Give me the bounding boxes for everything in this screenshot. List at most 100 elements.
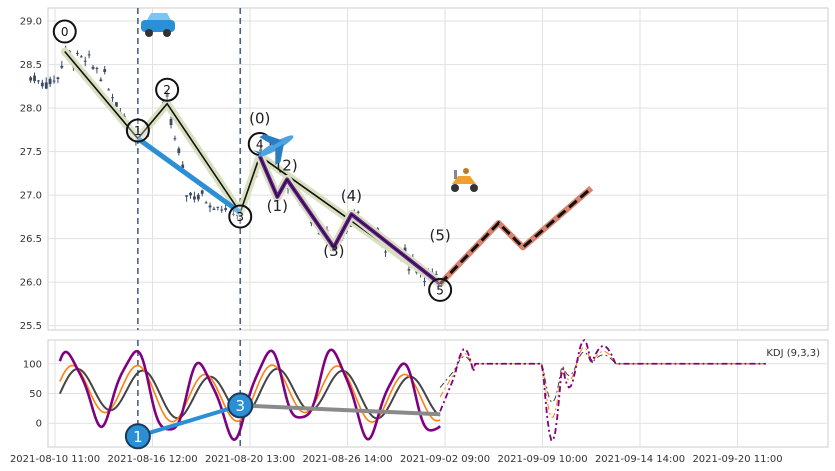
wave-point-circle — [125, 118, 150, 143]
candle-body — [95, 68, 99, 70]
candle-body — [356, 211, 360, 213]
scooter-icon — [451, 168, 478, 192]
price-ytick-label: 27.0 — [20, 191, 42, 202]
candle-body — [115, 102, 118, 107]
airplane-wing — [275, 143, 284, 165]
car-body — [141, 20, 175, 32]
airplane-wing — [259, 134, 282, 146]
price-ytick-label: 27.5 — [20, 147, 42, 158]
candle-body — [76, 52, 79, 54]
candle-body — [200, 190, 204, 194]
candle-body — [423, 281, 426, 283]
candle-body — [165, 93, 169, 97]
candle-body — [196, 194, 200, 200]
kdj-marker-label: 3 — [235, 397, 245, 415]
car-wheel — [163, 29, 171, 37]
wave-point-label: 1 — [134, 124, 142, 138]
candle-body — [29, 77, 33, 81]
candle-body — [185, 195, 189, 197]
projection-band — [437, 185, 594, 286]
candle-body — [434, 273, 438, 275]
candle-body — [181, 164, 185, 169]
x-tick-label: 2021-09-09 10:00 — [497, 454, 587, 465]
airplane-icon — [252, 134, 294, 165]
candle-body — [177, 148, 181, 154]
candle-body — [33, 75, 36, 82]
scooter-wheel — [470, 184, 478, 192]
candle-body — [173, 138, 177, 140]
x-tick-label: 2021-09-20 11:00 — [692, 454, 782, 465]
wave-point-label: 0 — [61, 25, 69, 39]
x-tick-label: 2021-08-26 14:00 — [302, 454, 392, 465]
scooter-wheel — [451, 184, 459, 192]
wave-point-circle — [228, 204, 253, 229]
candle-body — [349, 225, 352, 227]
kdj-legend: KDJ (9,3,3) — [766, 348, 820, 359]
candle-body — [79, 56, 83, 58]
candle-body — [259, 149, 263, 152]
car-wheel — [145, 29, 153, 37]
candle-body — [169, 118, 173, 126]
price-panel: 25.5 26.0 26.5 27.0 27.5 28.0 28.5 29.0 0 1 2 3 4 5 (0… — [20, 7, 829, 332]
candle-body — [208, 205, 212, 208]
kdj-j-line — [58, 348, 442, 441]
airplane-body — [258, 135, 294, 157]
kdj-marker — [124, 423, 151, 450]
candle-body — [91, 66, 95, 69]
wave-point-label: 5 — [436, 283, 444, 297]
candle-body — [48, 78, 52, 85]
price-ytick-label: 26.5 — [20, 234, 42, 245]
candle-body — [103, 69, 107, 72]
wave-point-circle — [155, 77, 180, 102]
candle-body — [52, 80, 56, 82]
candle-body — [87, 54, 91, 56]
price-ytick-label: 26.0 — [20, 278, 42, 289]
x-tick-label: 2021-09-02 09:00 — [400, 454, 490, 465]
kdj-connector-line — [137, 403, 241, 439]
candle-body — [384, 251, 387, 253]
candle-body — [40, 82, 44, 87]
candle-body — [111, 97, 114, 99]
candle-body — [193, 196, 196, 200]
scooter-rider — [463, 168, 469, 174]
x-tick-label: 2021-08-16 12:00 — [107, 454, 197, 465]
candle-body — [204, 202, 208, 204]
scooter-handle — [454, 170, 457, 179]
x-tick-label: 2021-08-20 13:00 — [205, 454, 295, 465]
candle-body — [224, 208, 228, 210]
wave-point-circle — [52, 19, 77, 44]
x-tick-label: 2021-09-14 14:00 — [595, 454, 685, 465]
scooter-body — [452, 176, 476, 184]
airplane-tail — [252, 150, 262, 155]
candle-body — [232, 213, 235, 215]
candle-body — [83, 60, 87, 62]
subwave-label: (2) — [276, 157, 297, 175]
candle-body — [407, 269, 411, 271]
candle-body — [37, 80, 40, 82]
corrective-line — [136, 136, 242, 215]
subwave-label: (3) — [323, 242, 344, 260]
subwave-label: (4) — [341, 187, 362, 205]
kdj-ytick-label: 0 — [36, 419, 42, 430]
car-icon — [141, 13, 175, 37]
kdj-trend-line — [240, 403, 441, 417]
kdj-panel: 0 50 100 2021-08-10 11:00 2021-08-16 12:00 20… — [10, 338, 829, 465]
kdj-marker-label: 1 — [133, 428, 143, 446]
candle-body — [107, 89, 111, 91]
candle-body — [44, 82, 48, 89]
kdj-ytick-label: 50 — [29, 389, 42, 400]
candle-body — [99, 79, 103, 82]
candle-body — [403, 247, 407, 252]
wave-point-label: 2 — [163, 83, 171, 97]
candle-body — [235, 214, 239, 217]
wave-point-label: 4 — [256, 137, 264, 151]
subwave-label: (5) — [430, 226, 451, 244]
candle-body — [56, 77, 60, 79]
wave-point-circle — [428, 277, 453, 302]
subwave-core — [259, 155, 441, 285]
car-window — [147, 13, 171, 20]
wave-point-label: 3 — [236, 210, 244, 224]
candle-body — [220, 209, 224, 211]
candle-body — [60, 65, 64, 68]
